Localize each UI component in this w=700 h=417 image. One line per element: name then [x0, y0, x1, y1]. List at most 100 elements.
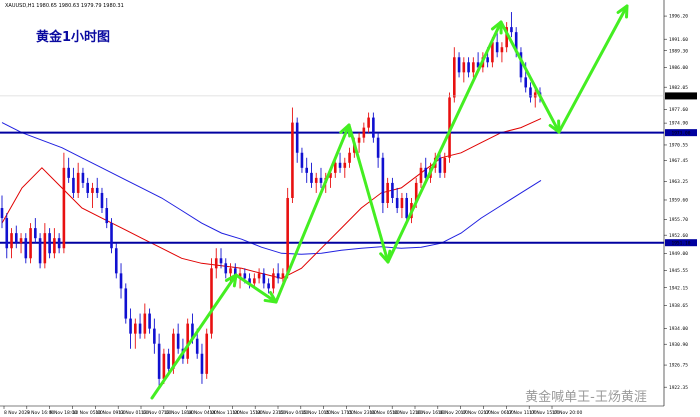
candle-body [381, 157, 385, 203]
candle-body [86, 182, 89, 193]
candle-body [53, 238, 56, 254]
candle-body [305, 167, 309, 173]
chart-area [0, 0, 664, 406]
candle-body [486, 57, 489, 63]
candle-body [110, 223, 113, 249]
price-tick-label: 1934.00 [669, 326, 688, 332]
candle-body [448, 97, 451, 158]
candle-body [533, 92, 537, 98]
candle-body [300, 152, 304, 168]
candle-body [291, 122, 294, 198]
candle-body [5, 218, 9, 249]
candle-body [34, 228, 37, 239]
candle-body [314, 177, 318, 183]
time-tick-label: 14 Nov 23:00 [255, 410, 285, 416]
time-tick-label: 16 Nov 05:00 [369, 410, 399, 416]
level-price-tag [665, 129, 697, 137]
candle-body [0, 208, 4, 219]
time-tick-label: 16 Nov 20:00 [438, 410, 468, 416]
level-price-tag [665, 239, 697, 247]
time-tick-label: 17 Nov 20:00 [552, 410, 582, 416]
candle-body [148, 313, 151, 329]
candle-body [238, 273, 242, 279]
candle-body [457, 57, 461, 73]
time-tick-label: 13 Nov 18:00 [164, 410, 194, 416]
candle-body [172, 333, 175, 369]
candle-body [286, 197, 289, 274]
symbol-info: XAUUSD,H1 1980.65 1980.63 1979.79 1980.3… [5, 3, 124, 9]
candle-body [176, 333, 180, 349]
level-price-label: 1973.00 [672, 130, 691, 136]
candle-body [162, 353, 166, 379]
time-tick-label: 17 Nov 02:00 [461, 410, 491, 416]
candle-body [229, 268, 232, 274]
candle-body [472, 62, 475, 73]
moving-averages [1, 118, 542, 279]
candle-body [276, 273, 280, 279]
candle-body [319, 177, 323, 183]
time-tick-label: 15 Nov 17:00 [324, 410, 354, 416]
price-tick-label: 1967.45 [669, 158, 688, 164]
candle-body [514, 32, 518, 53]
candle-body [191, 323, 194, 339]
current-price-tag [665, 92, 697, 100]
candle-body [105, 208, 109, 224]
candle-body [357, 137, 361, 143]
price-tick-label: 1986.00 [669, 65, 688, 71]
candle-body [200, 353, 204, 374]
candle-body [153, 328, 156, 344]
price-tick-label: 1938.65 [669, 303, 688, 309]
price-tick-label: 1989.30 [669, 48, 688, 54]
trend-arrow-segment [499, 20, 561, 134]
candle-body [391, 182, 394, 198]
price-tick-label: 1930.90 [669, 342, 688, 348]
price-tick-label: 1945.55 [669, 268, 688, 274]
price-tick-label: 1952.60 [669, 233, 688, 239]
candle-body [443, 157, 447, 173]
candle-body [124, 288, 128, 319]
candle-body [24, 238, 28, 259]
candle-body [48, 233, 51, 254]
candle-body [95, 187, 99, 193]
trend-arrow-segment [274, 123, 351, 304]
candle-body [438, 157, 442, 173]
candle-body [491, 42, 494, 63]
candle-body [57, 238, 61, 249]
candle-body [248, 278, 251, 284]
trend-arrow-segment [234, 273, 278, 304]
slow-ma-line [1, 122, 542, 255]
trend-arrow-segment [347, 123, 390, 264]
candle-body [114, 248, 118, 274]
candle-body [476, 62, 480, 68]
candle-body [295, 122, 299, 153]
price-tick-label: 1926.75 [669, 363, 688, 369]
chart-title: 黄金1小时图 [36, 29, 110, 45]
time-tick-label: 15 Nov 23:00 [347, 410, 377, 416]
candle-body [157, 343, 161, 379]
price-axis-ticks: 1996.20 1991.60 1989.30 1986.00 1982.05 1977.… [664, 14, 688, 391]
time-tick-label: 16 Nov 12:00 [392, 410, 422, 416]
candle-body [167, 353, 170, 369]
candle-body [414, 182, 418, 203]
candle-body [272, 273, 275, 289]
time-tick-label: 9 Nov 18:00 [50, 410, 78, 416]
candle-body [233, 268, 237, 279]
time-tick-label: 14 Nov 15:00 [232, 410, 262, 416]
candle-body [333, 162, 337, 173]
candle-body [210, 268, 213, 334]
candle-body [529, 87, 532, 98]
price-tick-label: 1996.20 [669, 14, 688, 20]
candle-body [310, 172, 313, 183]
candle-body [219, 258, 223, 264]
price-tick-label: 1970.55 [669, 143, 688, 149]
candle-body [372, 117, 375, 138]
candle-body [395, 197, 399, 209]
candle-body [186, 323, 189, 359]
time-tick-label: 10 Nov 09:00 [95, 410, 125, 416]
time-tick-label: 14 Nov 04:00 [187, 410, 217, 416]
candle-body [338, 162, 342, 168]
trend-arrow-segment [386, 20, 503, 264]
candle-body [500, 47, 504, 53]
candle-body [29, 228, 32, 259]
